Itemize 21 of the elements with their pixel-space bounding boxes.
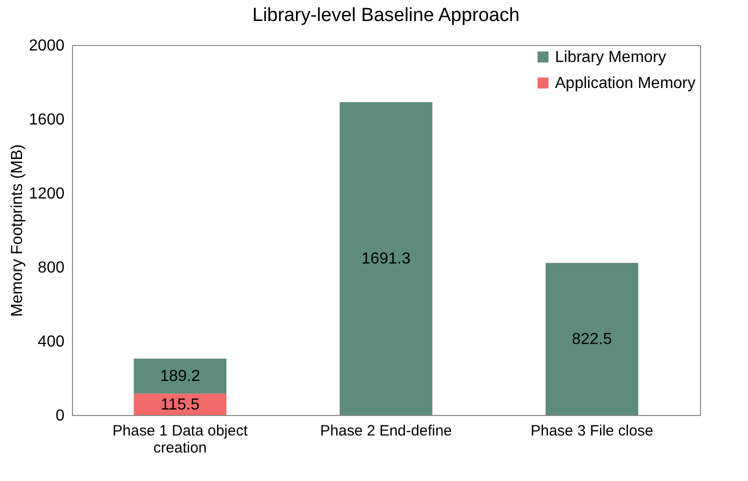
chart-title: Library-level Baseline Approach <box>252 5 520 26</box>
bar <box>546 262 638 415</box>
x-tick-label: Phase 2 End-define <box>320 422 452 440</box>
bar <box>340 102 432 415</box>
data-label: 822.5 <box>572 330 612 348</box>
x-tick-label: Phase 1 Data object creation <box>112 422 248 456</box>
legend-label: Library Memory <box>555 49 666 66</box>
data-label: 1691.3 <box>362 250 411 268</box>
x-tick-label: Phase 3 File close <box>530 422 654 440</box>
bar <box>134 394 226 415</box>
y-tick-label: 2000 <box>28 38 65 54</box>
y-tick-label: 0 <box>56 408 65 424</box>
y-tick-label: 1200 <box>28 186 65 202</box>
legend-label: Application Memory <box>555 75 696 92</box>
data-label: 189.2 <box>160 368 200 386</box>
y-tick-label: 400 <box>38 334 65 350</box>
bar <box>134 358 226 394</box>
y-tick-label: 800 <box>38 260 65 276</box>
y-axis-title: Memory Footprints (MB) <box>8 144 26 317</box>
data-label: 115.5 <box>160 396 200 414</box>
y-tick-label: 1600 <box>28 112 65 128</box>
